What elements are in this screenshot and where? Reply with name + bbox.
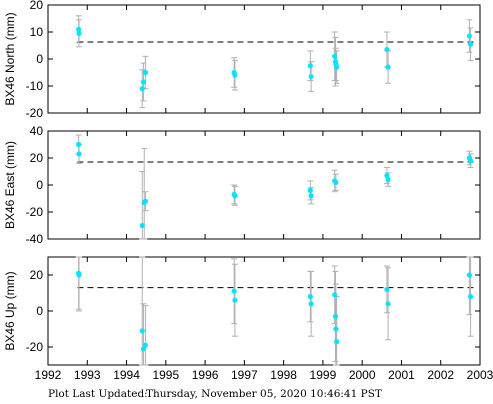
x-tick-label: 2003 [467,368,493,382]
data-point [332,292,338,298]
data-point [307,63,313,69]
time-series-plots: -20 -10 0 10 20 BX46 North (mm) -40 -20 0 20 40 BX4… [3,0,493,382]
y-tick-label: 20 [30,151,44,165]
data-point [333,179,339,185]
data-point [466,272,472,278]
data-point [384,172,390,179]
y-tick-label: 0 [36,304,43,318]
y-axis-label: BX46 Up (mm) [3,271,17,350]
data-point [332,313,339,319]
x-tick-label: 1999 [310,368,337,382]
data-point [232,297,238,303]
data-point [467,41,474,47]
data-point [139,328,145,334]
data-point [76,151,82,157]
data-point [308,73,314,80]
x-tick-label: 1995 [152,368,179,382]
y-tick-label: 40 [30,124,44,138]
data-point [139,86,145,92]
data-point [307,187,313,193]
y-tick-label: 10 [30,25,44,39]
x-tick-label: 1997 [231,368,258,382]
x-tick-label: 1996 [192,368,219,382]
x-tick-label: 1998 [270,368,297,382]
data-point [308,193,314,199]
footer-label: Plot Last Updated: [48,388,148,400]
x-tick-label: 2001 [388,368,415,382]
y-tick-label: -40 [26,232,44,246]
data-point [76,26,82,32]
data-point [467,294,474,300]
y-tick-label: -20 [26,106,44,120]
x-tick-label: 2002 [427,368,454,382]
x-tick-label: 1994 [113,368,140,382]
data-point [139,222,145,229]
y-tick-label: -20 [26,340,44,354]
data-point [334,64,340,70]
x-tick-label: 2000 [349,368,376,382]
data-point [334,339,340,345]
data-point [308,301,314,307]
data-point [333,326,339,332]
data-point [385,177,391,183]
y-tick-label: 20 [30,268,44,282]
plot-frame [47,256,481,366]
data-point [384,286,390,292]
data-point [384,46,390,53]
x-tick-label: 1992 [35,368,62,382]
y-tick-label: -20 [26,205,44,219]
data-point [467,158,474,164]
plot-frame [47,4,481,114]
data-point [142,342,148,348]
y-tick-label: 20 [30,0,44,12]
data-point [232,72,238,78]
data-point [142,198,148,204]
data-point [232,193,238,199]
plot-frame [47,130,481,240]
footer-timestamp: Thursday, November 05, 2020 10:46:41 PST [146,388,382,400]
data-point [140,79,147,85]
data-point [142,69,148,76]
y-tick-label: -10 [26,79,44,93]
y-axis-label: BX46 East (mm) [3,141,17,229]
data-point [76,30,82,36]
data-point [466,33,472,39]
y-axis-label: BX46 North (mm) [3,12,17,105]
data-point [76,141,82,148]
y-tick-label: 0 [36,178,43,192]
data-point [76,272,82,278]
data-point [231,288,237,294]
y-tick-label: 0 [36,52,43,66]
data-point [385,301,391,307]
data-point [332,53,338,59]
data-point [307,294,313,300]
data-point [385,64,391,70]
x-tick-label: 1993 [74,368,101,382]
